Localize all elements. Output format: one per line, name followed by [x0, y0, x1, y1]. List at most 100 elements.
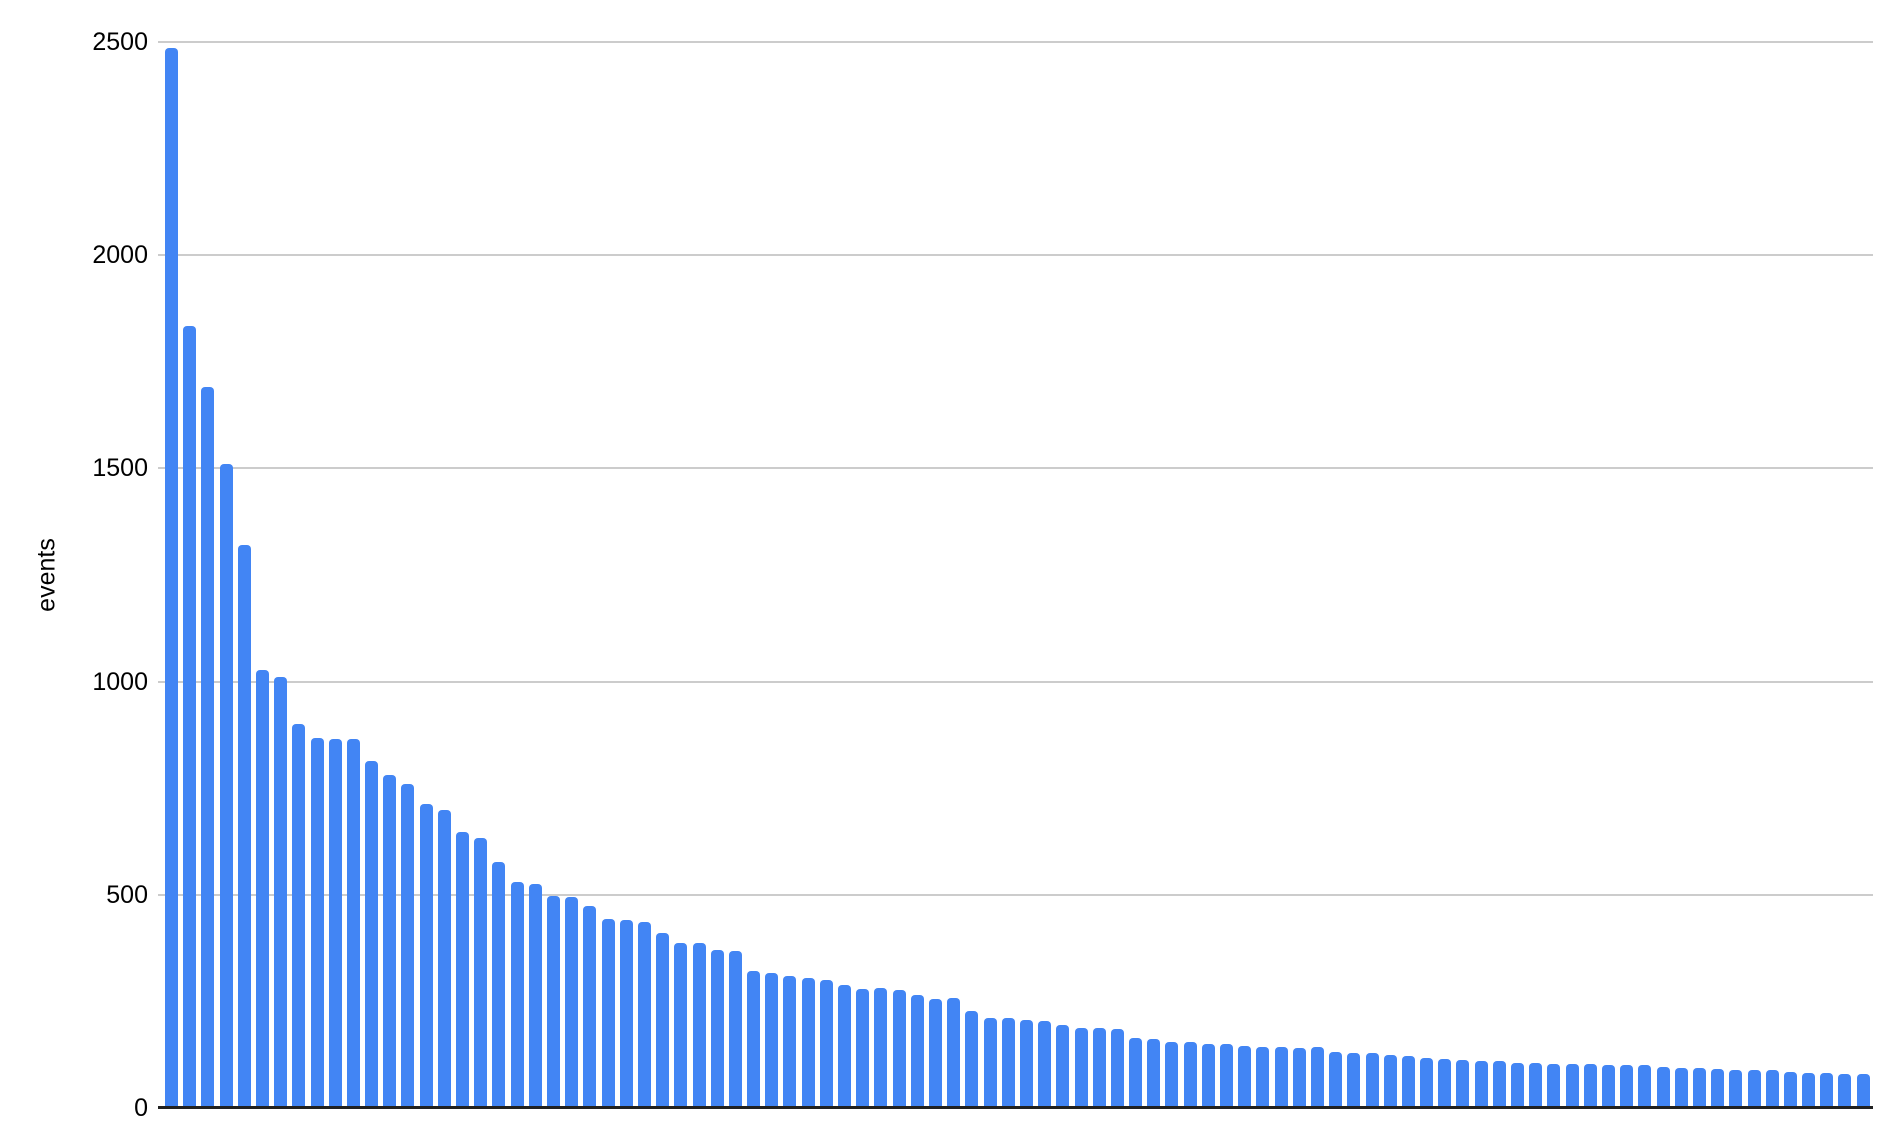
bar-54[interactable]: [1129, 1038, 1143, 1108]
bar-85[interactable]: [1692, 1068, 1706, 1108]
bar-46[interactable]: [983, 1018, 997, 1108]
gridline-500: [158, 893, 1873, 896]
bar-36[interactable]: [801, 978, 815, 1108]
bar-59[interactable]: [1220, 1044, 1234, 1108]
bar-8[interactable]: [292, 724, 306, 1108]
bar-30[interactable]: [692, 942, 706, 1108]
bar-78[interactable]: [1565, 1064, 1579, 1108]
bar-9[interactable]: [310, 737, 324, 1108]
bar-52[interactable]: [1092, 1028, 1106, 1108]
bar-31[interactable]: [710, 949, 724, 1108]
bar-67[interactable]: [1365, 1053, 1379, 1108]
bar-71[interactable]: [1438, 1058, 1452, 1108]
bar-3[interactable]: [201, 387, 215, 1108]
bar-75[interactable]: [1511, 1063, 1525, 1108]
bar-6[interactable]: [255, 670, 269, 1108]
bar-53[interactable]: [1110, 1028, 1124, 1108]
bar-88[interactable]: [1747, 1070, 1761, 1108]
bar-48[interactable]: [1019, 1019, 1033, 1108]
bar-94[interactable]: [1856, 1073, 1870, 1108]
bar-58[interactable]: [1201, 1044, 1215, 1108]
bar-79[interactable]: [1583, 1064, 1597, 1108]
bar-21[interactable]: [528, 884, 542, 1108]
bar-27[interactable]: [637, 922, 651, 1108]
bar-93[interactable]: [1838, 1073, 1852, 1108]
bar-69[interactable]: [1401, 1055, 1415, 1108]
bar-23[interactable]: [565, 897, 579, 1108]
bar-14[interactable]: [401, 784, 415, 1108]
bar-47[interactable]: [1001, 1018, 1015, 1108]
bar-4[interactable]: [219, 464, 233, 1108]
bar-90[interactable]: [1783, 1071, 1797, 1108]
bar-87[interactable]: [1729, 1070, 1743, 1108]
bar-81[interactable]: [1620, 1064, 1634, 1108]
bar-32[interactable]: [728, 951, 742, 1108]
bar-45[interactable]: [965, 1010, 979, 1108]
bar-35[interactable]: [783, 976, 797, 1108]
bar-28[interactable]: [656, 933, 670, 1108]
bar-12[interactable]: [365, 760, 379, 1108]
bar-70[interactable]: [1420, 1058, 1434, 1108]
bar-22[interactable]: [546, 895, 560, 1108]
bar-5[interactable]: [237, 545, 251, 1108]
bar-56[interactable]: [1165, 1042, 1179, 1108]
bar-13[interactable]: [383, 774, 397, 1108]
bar-83[interactable]: [1656, 1067, 1670, 1108]
bar-61[interactable]: [1256, 1046, 1270, 1108]
bar-2[interactable]: [183, 325, 197, 1108]
bar-18[interactable]: [474, 837, 488, 1108]
bar-64[interactable]: [1310, 1047, 1324, 1108]
bar-37[interactable]: [819, 980, 833, 1108]
bar-76[interactable]: [1529, 1063, 1543, 1108]
bar-57[interactable]: [1183, 1042, 1197, 1108]
bar-11[interactable]: [346, 739, 360, 1108]
bar-10[interactable]: [328, 738, 342, 1108]
bar-19[interactable]: [492, 862, 506, 1108]
bar-63[interactable]: [1292, 1048, 1306, 1108]
bar-73[interactable]: [1474, 1060, 1488, 1108]
bar-29[interactable]: [674, 943, 688, 1108]
bar-43[interactable]: [928, 998, 942, 1108]
bar-42[interactable]: [910, 994, 924, 1108]
bar-34[interactable]: [765, 973, 779, 1108]
bar-17[interactable]: [456, 831, 470, 1108]
bar-15[interactable]: [419, 803, 433, 1108]
bar-62[interactable]: [1274, 1047, 1288, 1108]
bar-68[interactable]: [1383, 1055, 1397, 1108]
y-tick-label-2000: 2000: [92, 241, 148, 270]
bar-39[interactable]: [856, 989, 870, 1108]
bar-41[interactable]: [892, 990, 906, 1108]
bar-7[interactable]: [274, 677, 288, 1108]
bar-89[interactable]: [1765, 1070, 1779, 1108]
bar-24[interactable]: [583, 906, 597, 1108]
bar-77[interactable]: [1547, 1063, 1561, 1108]
bar-74[interactable]: [1492, 1061, 1506, 1108]
bar-49[interactable]: [1038, 1020, 1052, 1108]
bar-82[interactable]: [1638, 1065, 1652, 1108]
y-tick-label-0: 0: [134, 1094, 148, 1122]
gridline-1500: [158, 467, 1873, 470]
y-tick-label-1000: 1000: [92, 667, 148, 696]
bar-16[interactable]: [437, 810, 451, 1108]
bar-44[interactable]: [947, 998, 961, 1108]
bar-50[interactable]: [1056, 1024, 1070, 1108]
bar-20[interactable]: [510, 882, 524, 1108]
bar-72[interactable]: [1456, 1059, 1470, 1108]
bar-26[interactable]: [619, 919, 633, 1108]
bar-60[interactable]: [1238, 1046, 1252, 1108]
bar-80[interactable]: [1602, 1064, 1615, 1108]
bar-66[interactable]: [1347, 1052, 1361, 1108]
bar-40[interactable]: [874, 988, 888, 1108]
bar-65[interactable]: [1329, 1052, 1343, 1108]
bar-33[interactable]: [747, 971, 761, 1108]
bar-91[interactable]: [1802, 1073, 1816, 1108]
bar-92[interactable]: [1820, 1073, 1834, 1108]
bar-25[interactable]: [601, 919, 615, 1108]
bar-51[interactable]: [1074, 1027, 1088, 1108]
bar-84[interactable]: [1674, 1067, 1688, 1108]
bar-86[interactable]: [1711, 1068, 1725, 1108]
bar-55[interactable]: [1147, 1038, 1161, 1108]
bar-38[interactable]: [838, 985, 852, 1108]
bar-1[interactable]: [165, 48, 178, 1108]
